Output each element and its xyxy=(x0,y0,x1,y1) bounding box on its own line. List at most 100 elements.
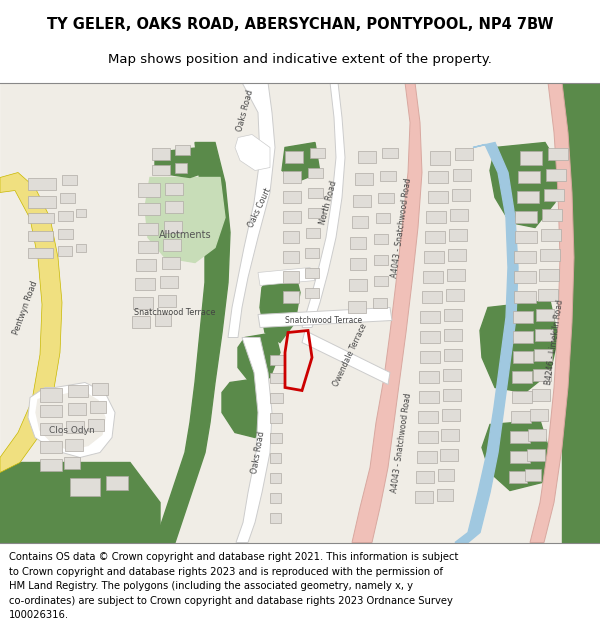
Bar xyxy=(350,258,366,269)
Bar xyxy=(155,314,171,326)
Polygon shape xyxy=(145,177,225,262)
Bar xyxy=(305,268,319,278)
Bar xyxy=(28,248,53,258)
Bar xyxy=(514,251,536,262)
Bar xyxy=(420,351,440,362)
Bar xyxy=(374,234,388,244)
Bar xyxy=(270,492,281,502)
Bar xyxy=(132,316,150,328)
Bar xyxy=(348,301,366,312)
Bar xyxy=(444,309,462,321)
Bar xyxy=(62,174,77,184)
Bar xyxy=(283,251,299,262)
Bar xyxy=(510,431,530,442)
Bar xyxy=(424,251,444,262)
Bar xyxy=(283,191,301,202)
Bar xyxy=(373,298,387,308)
Bar xyxy=(532,389,550,401)
Bar xyxy=(512,391,532,402)
Bar xyxy=(283,291,299,302)
Bar xyxy=(376,213,390,222)
Bar xyxy=(40,388,62,401)
Polygon shape xyxy=(36,391,105,449)
Polygon shape xyxy=(302,331,390,384)
Bar xyxy=(68,402,86,414)
Bar xyxy=(40,422,62,434)
Bar xyxy=(349,279,367,291)
Bar xyxy=(40,459,62,471)
Bar xyxy=(270,372,284,382)
Text: Oaks Court: Oaks Court xyxy=(247,186,273,229)
Bar xyxy=(165,201,183,212)
Bar xyxy=(440,449,458,461)
Bar xyxy=(542,209,562,221)
Bar xyxy=(426,211,446,222)
Bar xyxy=(416,471,434,482)
Text: HM Land Registry. The polygons (including the associated geometry, namely x, y: HM Land Registry. The polygons (includin… xyxy=(9,581,413,591)
Bar xyxy=(92,382,108,394)
Bar xyxy=(538,289,558,301)
Bar xyxy=(350,236,366,249)
Bar xyxy=(355,173,373,184)
Bar xyxy=(76,244,86,251)
Text: Oaks Road: Oaks Road xyxy=(235,89,255,132)
Bar xyxy=(530,409,548,421)
Text: Snatchwood Terrace: Snatchwood Terrace xyxy=(286,316,362,325)
Bar xyxy=(380,171,396,181)
Bar xyxy=(305,288,319,298)
Bar xyxy=(285,151,303,162)
Bar xyxy=(90,401,106,412)
Polygon shape xyxy=(155,142,230,542)
Polygon shape xyxy=(562,82,572,542)
Bar xyxy=(58,229,73,239)
Bar xyxy=(152,164,170,174)
Bar xyxy=(511,411,531,422)
Bar xyxy=(138,222,158,234)
Polygon shape xyxy=(352,82,422,542)
Text: co-ordinates) are subject to Crown copyright and database rights 2023 Ordnance S: co-ordinates) are subject to Crown copyr… xyxy=(9,596,453,606)
Bar xyxy=(133,296,153,309)
Text: 100026316.: 100026316. xyxy=(9,610,69,620)
Bar xyxy=(446,289,464,301)
Bar xyxy=(165,182,183,194)
Text: Pentwyn Road: Pentwyn Road xyxy=(11,279,39,336)
Bar xyxy=(270,354,285,364)
Bar xyxy=(518,171,540,182)
Bar xyxy=(163,239,181,251)
Bar xyxy=(517,191,539,202)
Bar xyxy=(308,188,323,198)
Bar xyxy=(378,192,394,202)
Bar xyxy=(444,349,462,361)
Bar xyxy=(270,512,281,522)
Bar xyxy=(65,439,83,451)
Bar xyxy=(164,221,182,232)
Bar xyxy=(58,246,72,256)
Bar xyxy=(441,429,459,441)
Bar xyxy=(539,269,559,281)
Bar xyxy=(76,209,86,216)
Text: B4246 - Limekiln Road: B4246 - Limekiln Road xyxy=(545,299,565,386)
Bar xyxy=(447,269,465,281)
Text: TY GELER, OAKS ROAD, ABERSYCHAN, PONTYPOOL, NP4 7BW: TY GELER, OAKS ROAD, ABERSYCHAN, PONTYPO… xyxy=(47,18,553,32)
Polygon shape xyxy=(570,82,600,542)
Bar xyxy=(444,329,462,341)
Bar xyxy=(510,451,530,462)
Bar xyxy=(374,276,388,286)
Bar xyxy=(58,211,73,221)
Polygon shape xyxy=(228,82,275,338)
Bar xyxy=(533,369,551,381)
Bar xyxy=(270,452,281,462)
Bar xyxy=(136,259,156,271)
Bar xyxy=(419,371,439,382)
Bar xyxy=(540,249,560,261)
Bar xyxy=(430,151,450,164)
Text: Snatchwood Terrace: Snatchwood Terrace xyxy=(134,308,215,317)
Bar xyxy=(138,202,160,214)
Bar xyxy=(449,229,467,241)
Bar xyxy=(70,478,100,496)
Bar xyxy=(419,391,439,402)
Bar xyxy=(428,171,448,182)
Bar xyxy=(452,189,470,201)
Bar xyxy=(66,421,84,432)
Polygon shape xyxy=(258,308,392,328)
